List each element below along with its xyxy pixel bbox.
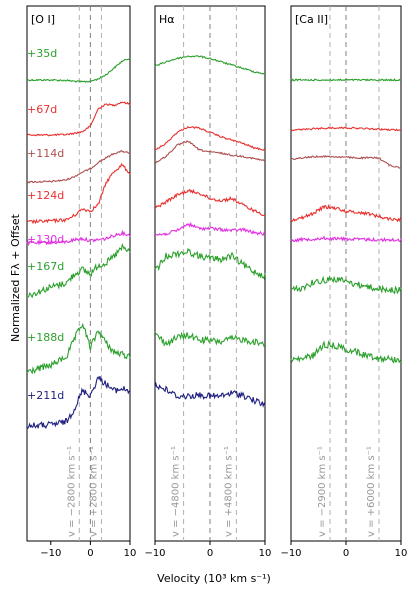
epoch-label: +211d (27, 389, 64, 402)
x-axis-label: Velocity (10³ km s⁻¹) (157, 572, 271, 585)
spectrum-line (155, 125, 266, 151)
epoch-label: +124d (27, 189, 64, 202)
spectrum-line (26, 375, 131, 430)
spectrum-line (154, 221, 266, 237)
spectrum-line (154, 381, 266, 408)
spectrum-line (154, 140, 266, 164)
epoch-label: +130d (27, 233, 64, 246)
spectrum-line (26, 322, 131, 375)
spectrum-line (290, 340, 402, 364)
spectrum-line (26, 162, 131, 225)
x-tick-label: 10 (395, 548, 408, 559)
velocity-label: v = −4800 km s⁻¹ (171, 446, 182, 537)
spectrum-line (154, 331, 265, 348)
spectrum-line (154, 188, 266, 217)
velocity-label: v = +4800 km s⁻¹ (223, 446, 234, 537)
epoch-label: +114d (27, 147, 64, 160)
spectrum-line (290, 78, 402, 82)
x-tick-label: 10 (259, 548, 272, 559)
panel-2: Hα v = −4800 km s⁻¹ v = +4800 km s⁻¹ −10 0 10 (144, 5, 272, 559)
velocity-label: v = +2800 km s⁻¹ (88, 446, 99, 537)
epoch-label: +35d (27, 47, 57, 60)
spectrum-line (26, 242, 131, 299)
x-tick-label: 0 (87, 548, 93, 559)
x-tick-label: 0 (343, 548, 349, 559)
x-tick-label: 0 (207, 548, 213, 559)
spectrum-line (26, 57, 131, 83)
x-tick-label: −10 (144, 548, 165, 559)
panel-title: Hα (159, 13, 175, 26)
velocity-label: v = +6000 km s⁻¹ (366, 446, 377, 537)
panel-title: [Ca II] (295, 13, 328, 26)
panel-3: [Ca II] v = −2900 km s⁻¹ v = +6000 km s⁻¹ −… (280, 5, 408, 559)
epoch-label: +67d (27, 103, 57, 116)
epoch-label: +167d (27, 260, 64, 273)
spectrum-line (26, 101, 131, 137)
x-tick-label: −10 (280, 548, 301, 559)
spectrum-line (290, 203, 402, 223)
x-tick-label: −10 (40, 548, 61, 559)
epoch-label: +188d (27, 331, 64, 344)
spectrum-line (290, 154, 402, 169)
panel-frame (26, 5, 131, 542)
x-tick-label: 10 (124, 548, 137, 559)
spectrum-line (154, 55, 266, 75)
spectrum-line (290, 235, 402, 243)
velocity-label: v = −2800 km s⁻¹ (66, 446, 77, 537)
spectrum-line (290, 126, 402, 132)
panel-title: [O I] (31, 13, 55, 26)
spectrum-line (154, 247, 266, 280)
panel-1: [O I] v = −2800 km s⁻¹ v = +2800 km s⁻¹ −10… (26, 5, 137, 559)
spectrum-line (26, 149, 131, 184)
velocity-label: v = −2900 km s⁻¹ (317, 446, 328, 537)
y-axis-label: Normalized Fλ + Offset (9, 213, 22, 342)
spectrum-line (26, 229, 131, 247)
spectrum-line (290, 275, 402, 295)
